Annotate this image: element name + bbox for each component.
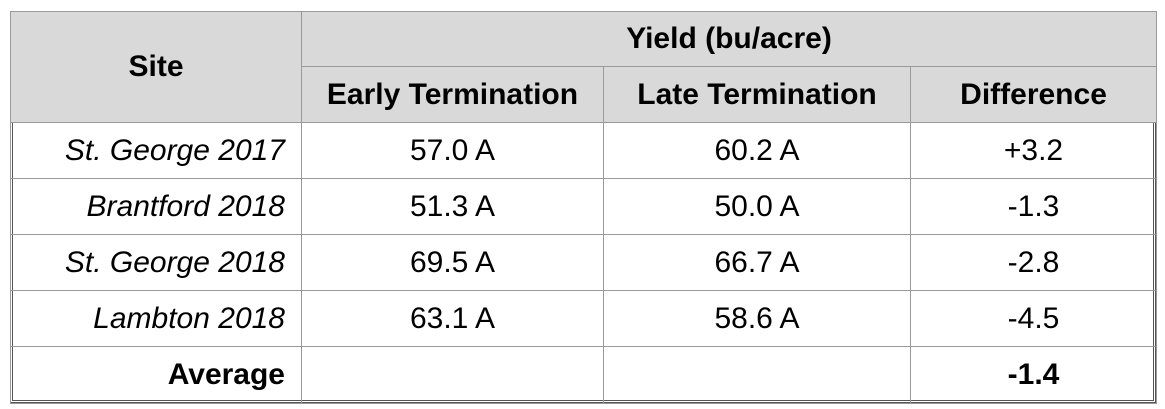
table-row: St. George 2018 69.5 A 66.7 A -2.8 [10,234,1158,291]
site-cell: Lambton 2018 [10,290,302,347]
average-late-cell [603,346,911,404]
difference-cell: +3.2 [909,122,1158,179]
table-row: Lambton 2018 63.1 A 58.6 A -4.5 [10,290,1158,347]
difference-cell: -1.3 [909,178,1158,235]
header-early-termination: Early Termination [301,66,604,123]
average-label: Average [10,346,302,404]
table-row: St. George 2017 57.0 A 60.2 A +3.2 [10,122,1158,179]
table-row: Brantford 2018 51.3 A 50.0 A -1.3 [10,178,1158,235]
late-cell: 60.2 A [603,122,911,179]
header-late-termination: Late Termination [603,66,911,123]
difference-cell: -4.5 [909,290,1158,347]
late-cell: 50.0 A [603,178,911,235]
early-cell: 69.5 A [301,234,604,291]
late-cell: 58.6 A [603,290,911,347]
average-row: Average -1.4 [10,346,1158,404]
header-yield-group: Yield (bu/acre) [300,11,1158,67]
early-cell: 63.1 A [301,290,604,347]
header-site: Site [10,11,302,123]
average-difference-cell: -1.4 [909,346,1158,404]
difference-cell: -2.8 [909,234,1158,291]
header-difference: Difference [909,66,1158,123]
site-cell: St. George 2017 [10,122,302,179]
early-cell: 57.0 A [301,122,604,179]
site-cell: Brantford 2018 [10,178,302,235]
site-cell: St. George 2018 [10,234,302,291]
average-early-cell [301,346,604,404]
late-cell: 66.7 A [603,234,911,291]
early-cell: 51.3 A [301,178,604,235]
yield-table: Site Yield (bu/acre) Early Termination L… [10,11,1158,404]
header-row-group: Site Yield (bu/acre) [10,11,1158,123]
